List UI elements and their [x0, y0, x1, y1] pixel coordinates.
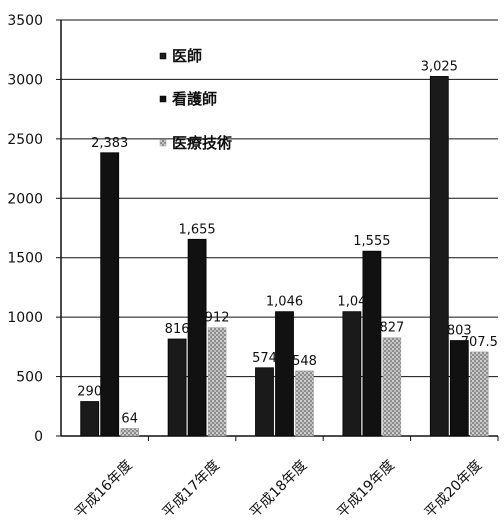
y-tick-label: 500	[16, 370, 43, 386]
x-category-label-1: 平成17年度	[160, 457, 224, 521]
data-label-2-3: 827	[379, 321, 404, 336]
legend-marker-1	[159, 95, 167, 103]
bar-medical-technology-4	[470, 351, 489, 437]
legend-label-2: 医療技術	[172, 134, 232, 152]
bar-nurse-3	[362, 250, 382, 437]
y-tick-label: 1500	[7, 251, 43, 267]
data-label-0-0: 290	[77, 385, 102, 400]
data-label-2-0: 64	[121, 411, 138, 426]
x-category-label-0: 平成16年度	[72, 457, 136, 521]
data-label-1-1: 1,655	[178, 222, 215, 237]
legend-marker-2	[159, 139, 167, 147]
data-label-2-2: 548	[292, 354, 317, 369]
bar-doctor-1	[167, 338, 187, 437]
data-label-0-4: 3,025	[421, 59, 458, 74]
data-label-0-1: 816	[165, 322, 190, 337]
bar-nurse-4	[449, 340, 469, 437]
grid-lines	[61, 19, 498, 437]
y-tick-label: 1000	[7, 310, 43, 326]
y-tick-label: 2000	[7, 191, 43, 207]
data-label-1-3: 1,555	[353, 234, 390, 249]
bar-medical-technology-3	[382, 337, 402, 437]
y-tick-label: 3000	[7, 72, 43, 88]
legend-label-0: 医師	[172, 47, 202, 65]
bar-medical-technology-2	[295, 370, 314, 437]
bar-nurse-0	[100, 152, 120, 437]
bar-doctor-0	[80, 401, 100, 437]
x-category-label-2: 平成18年度	[247, 457, 311, 521]
data-label-1-4: 803	[447, 324, 472, 339]
bar-medical-technology-0	[120, 428, 139, 437]
data-label-0-2: 574	[252, 351, 277, 366]
data-label-2-1: 912	[205, 311, 230, 326]
bar-nurse-1	[187, 238, 207, 437]
bar-doctor-4	[429, 76, 449, 437]
x-category-label-4: 平成20年度	[422, 457, 486, 521]
data-label-1-0: 2,383	[91, 136, 128, 151]
y-tick-label: 0	[34, 429, 43, 445]
legend-label-1: 看護師	[172, 90, 217, 108]
x-category-label-3: 平成19年度	[334, 457, 398, 521]
y-tick-label: 2500	[7, 132, 43, 148]
y-tick-label: 3500	[7, 13, 43, 29]
data-labels: 290 2,383 64 816 1,655 912 574 1,046 548 1,04 1,55…	[77, 59, 498, 426]
bar-medical-technology-1	[207, 327, 227, 437]
data-label-0-3: 1,04	[337, 295, 366, 310]
bar-doctor-3	[342, 311, 362, 437]
data-label-2-4: 707.5	[461, 335, 498, 350]
bar-doctor-2	[255, 367, 274, 437]
axes: 0 500 1000 1500 2000 2500 3000 3500 平成16年度 平成17年度…	[7, 13, 499, 521]
bar-nurse-2	[275, 311, 294, 437]
legend-marker-0	[159, 52, 167, 60]
bars	[80, 76, 489, 437]
data-label-1-2: 1,046	[266, 295, 303, 310]
